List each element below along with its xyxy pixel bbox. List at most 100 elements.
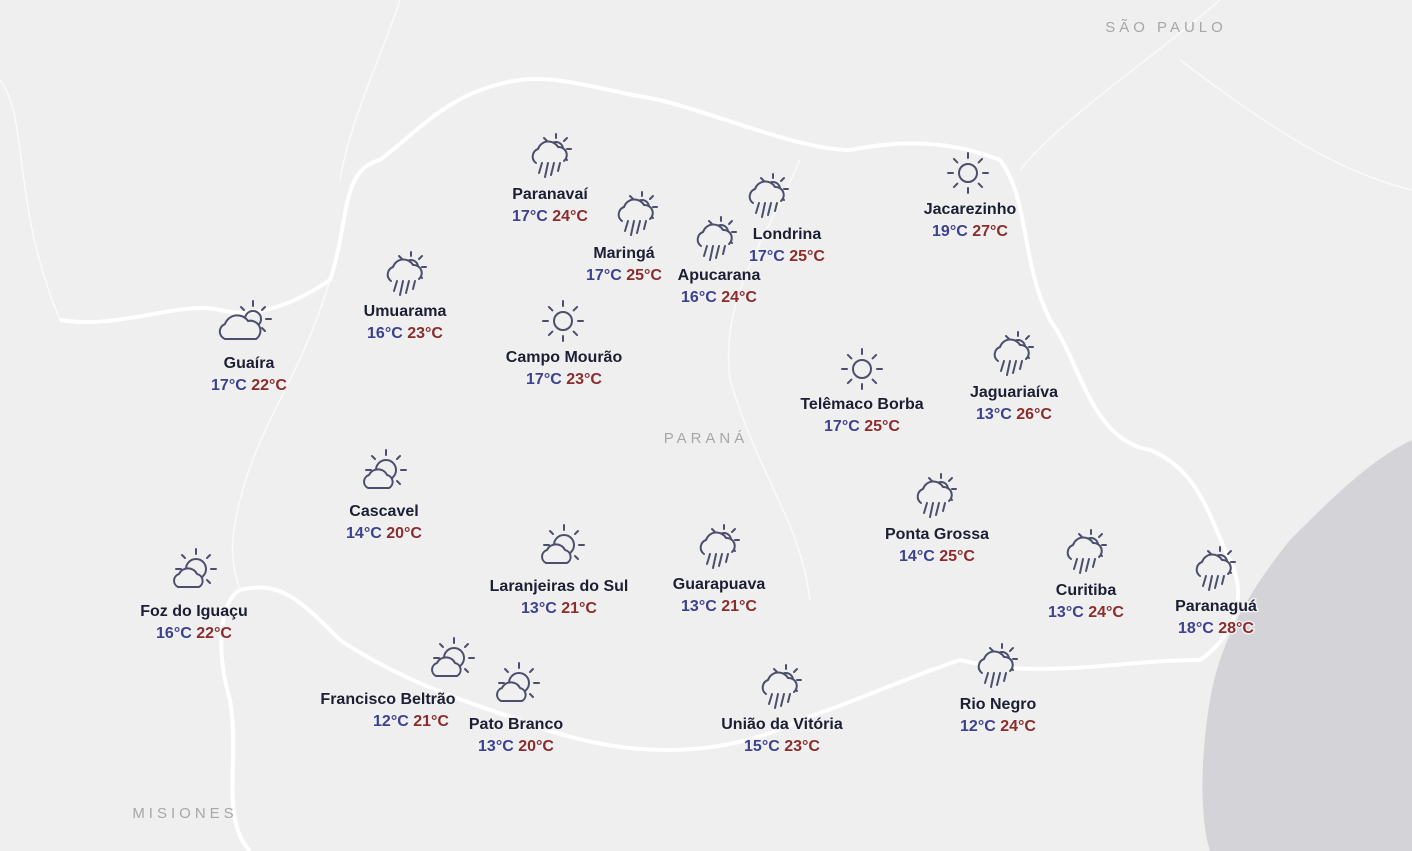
city-name: Pato Branco <box>469 716 563 733</box>
temp-min: 13°C <box>521 600 557 617</box>
temp-min: 13°C <box>976 406 1012 423</box>
city: Guarapuava 13°C 21°C <box>671 524 767 617</box>
city: Londrina 17°C 25°C <box>748 173 827 267</box>
region-label: MISIONES <box>132 805 237 822</box>
city: Telêmaco Borba 17°C 25°C <box>799 348 925 437</box>
temperature: 17°C 22°C <box>211 377 287 394</box>
city-name: Foz do Iguaçu <box>140 603 248 620</box>
city: Umuarama 16°C 23°C <box>362 251 448 344</box>
city: Maringá 17°C 25°C <box>585 191 664 286</box>
city: Pato Branco 13°C 20°C <box>467 662 565 757</box>
temp-min: 12°C <box>960 718 996 735</box>
temperature: 15°C 23°C <box>744 738 820 755</box>
city-name: Londrina <box>753 226 822 243</box>
city-name: Francisco Beltrão <box>320 691 455 708</box>
temp-max: 25°C <box>864 418 900 435</box>
city: Foz do Iguaçu 16°C 22°C <box>139 548 249 644</box>
temp-max: 28°C <box>1218 620 1254 637</box>
temp-min: 19°C <box>932 223 968 240</box>
city: Apucarana 16°C 24°C <box>676 216 762 308</box>
temp-min: 12°C <box>373 713 409 730</box>
city-name: União da Vitória <box>721 716 843 733</box>
city: Paranavaí 17°C 24°C <box>511 133 590 227</box>
temperature: 19°C 27°C <box>932 223 1008 240</box>
city-name: Paranavaí <box>512 186 588 203</box>
temp-min: 17°C <box>824 418 860 435</box>
temperature: 13°C 21°C <box>681 598 757 615</box>
temp-max: 27°C <box>972 223 1008 240</box>
temp-min: 17°C <box>526 371 562 388</box>
temperature: 17°C 25°C <box>749 248 825 265</box>
temp-min: 18°C <box>1178 620 1214 637</box>
temp-min: 16°C <box>156 625 192 642</box>
temperature: 17°C 25°C <box>824 418 900 435</box>
temp-max: 21°C <box>721 598 757 615</box>
city-name: Telêmaco Borba <box>800 396 923 413</box>
temperature: 13°C 24°C <box>1048 604 1124 621</box>
temp-min: 16°C <box>367 325 403 342</box>
city: Rio Negro 12°C 24°C <box>958 643 1038 737</box>
temp-max: 26°C <box>1016 406 1052 423</box>
temp-max: 24°C <box>721 289 757 306</box>
city: Curitiba 13°C 24°C <box>1047 529 1126 623</box>
temperature: 12°C 24°C <box>960 718 1036 735</box>
temp-min: 14°C <box>899 548 935 565</box>
region-label: PARANÁ <box>664 430 749 447</box>
region-label: SÃO PAULO <box>1105 19 1227 36</box>
temp-max: 22°C <box>251 377 287 394</box>
temp-max: 25°C <box>939 548 975 565</box>
temp-min: 13°C <box>478 738 514 755</box>
city-name: Curitiba <box>1056 582 1117 599</box>
temp-max: 24°C <box>1088 604 1124 621</box>
temp-max: 21°C <box>561 600 597 617</box>
city-name: Jacarezinho <box>924 201 1017 218</box>
city: Jacarezinho 19°C 27°C <box>922 152 1018 242</box>
city: Francisco Beltrão 12°C 21°C <box>319 637 475 732</box>
temp-max: 25°C <box>789 248 825 265</box>
city: Laranjeiras do Sul 13°C 21°C <box>488 524 630 619</box>
city: Cascavel 14°C 20°C <box>345 449 424 544</box>
city-name: Guarapuava <box>673 576 766 593</box>
temp-min: 14°C <box>346 525 382 542</box>
temp-max: 24°C <box>1000 718 1036 735</box>
city-name: Guaíra <box>224 355 275 372</box>
temp-max: 21°C <box>413 713 449 730</box>
temp-max: 20°C <box>518 738 554 755</box>
city-name: Umuarama <box>364 303 447 320</box>
city-name: Paranaguá <box>1175 598 1257 615</box>
temperature: 14°C 25°C <box>899 548 975 565</box>
temperature: 12°C 21°C <box>373 713 449 730</box>
city-name: Laranjeiras do Sul <box>490 578 629 595</box>
temp-min: 13°C <box>1048 604 1084 621</box>
temperature: 13°C 21°C <box>521 600 597 617</box>
temperature: 16°C 22°C <box>156 625 232 642</box>
city-name: Apucarana <box>678 267 761 284</box>
temp-min: 16°C <box>681 289 717 306</box>
city-name: Ponta Grossa <box>885 526 989 543</box>
temp-min: 17°C <box>512 208 548 225</box>
river <box>0 0 1412 601</box>
city: Paranaguá 18°C 28°C <box>1174 546 1259 639</box>
temp-min: 17°C <box>586 267 622 284</box>
temp-max: 20°C <box>386 525 422 542</box>
temperature: 16°C 24°C <box>681 289 757 306</box>
city: União da Vitória 15°C 23°C <box>720 664 844 757</box>
temp-max: 23°C <box>566 371 602 388</box>
temperature: 18°C 28°C <box>1178 620 1254 637</box>
city-name: Rio Negro <box>960 696 1037 713</box>
temp-min: 17°C <box>749 248 785 265</box>
temp-max: 25°C <box>626 267 662 284</box>
city-name: Maringá <box>593 245 654 262</box>
temperature: 14°C 20°C <box>346 525 422 542</box>
temperature: 17°C 25°C <box>586 267 662 284</box>
city: Ponta Grossa 14°C 25°C <box>883 473 991 567</box>
city-name: Jaguariaíva <box>970 384 1058 401</box>
temperature: 13°C 26°C <box>976 406 1052 423</box>
city-name: Cascavel <box>349 503 418 520</box>
city: Jaguariaíva 13°C 26°C <box>968 331 1060 425</box>
state-border <box>59 77 1240 851</box>
temp-max: 22°C <box>196 625 232 642</box>
temp-min: 17°C <box>211 377 247 394</box>
